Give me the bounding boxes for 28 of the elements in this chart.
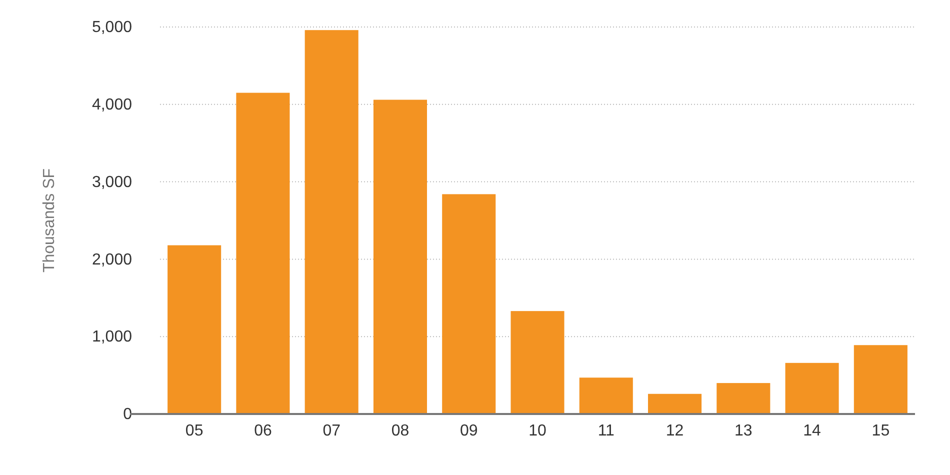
bar (579, 378, 633, 414)
bar (304, 30, 358, 414)
x-tick-label: 15 (872, 422, 890, 440)
bar (510, 311, 564, 414)
x-tick-label: 12 (666, 422, 684, 440)
bar (373, 100, 427, 414)
y-tick-label: 2,000 (92, 251, 132, 268)
x-tick-label: 13 (734, 422, 752, 440)
y-tick-label: 5,000 (92, 19, 132, 36)
x-tick-label: 07 (322, 422, 341, 440)
bar (168, 245, 222, 414)
y-tick-label: 3,000 (92, 174, 132, 191)
y-axis-title: Thousands SF (41, 168, 58, 273)
x-tick-label: 09 (460, 422, 478, 440)
bar (442, 194, 496, 414)
bar (854, 345, 908, 414)
bar (648, 394, 702, 414)
bar (716, 383, 770, 414)
x-tick-label: 08 (391, 422, 410, 440)
x-tick-label: 10 (528, 422, 546, 440)
bar (236, 92, 290, 414)
x-tick-label: 14 (803, 422, 822, 440)
x-tick-label: 11 (598, 422, 615, 440)
x-tick-label: 05 (185, 422, 204, 440)
y-tick-label: 4,000 (92, 96, 132, 114)
y-tick-label: 1,000 (92, 328, 132, 346)
bar (785, 362, 839, 414)
x-tick-label: 06 (254, 422, 272, 440)
